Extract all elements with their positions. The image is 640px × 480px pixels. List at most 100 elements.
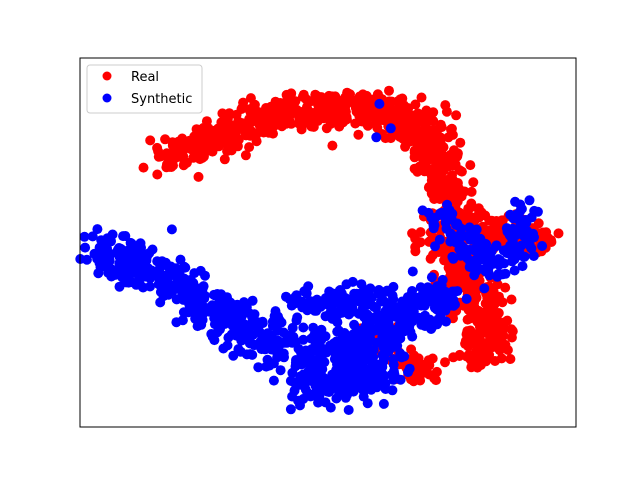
point-real bbox=[468, 177, 479, 188]
point-real bbox=[507, 326, 518, 337]
point-synthetic bbox=[388, 293, 399, 304]
point-synthetic bbox=[378, 398, 389, 409]
point-synthetic bbox=[247, 349, 258, 360]
point-synthetic bbox=[196, 319, 207, 330]
point-real bbox=[138, 162, 149, 173]
point-synthetic bbox=[426, 272, 437, 283]
point-synthetic bbox=[509, 265, 520, 276]
point-real bbox=[505, 354, 516, 364]
legend: Real Synthetic bbox=[86, 64, 203, 114]
point-synthetic bbox=[501, 223, 512, 234]
point-real bbox=[222, 123, 233, 134]
point-synthetic bbox=[382, 286, 393, 296]
point-synthetic bbox=[320, 331, 331, 342]
point-synthetic bbox=[360, 350, 371, 361]
point-real bbox=[506, 294, 517, 305]
point-synthetic bbox=[287, 322, 298, 333]
point-synthetic bbox=[87, 231, 98, 242]
point-real bbox=[450, 184, 461, 195]
point-synthetic bbox=[356, 326, 367, 337]
point-synthetic bbox=[290, 357, 301, 368]
point-synthetic bbox=[136, 242, 146, 253]
point-synthetic bbox=[415, 282, 426, 293]
point-synthetic bbox=[345, 375, 356, 386]
point-synthetic bbox=[349, 288, 360, 299]
point-real bbox=[238, 97, 249, 108]
point-synthetic bbox=[120, 231, 131, 241]
point-synthetic bbox=[163, 273, 173, 283]
point-synthetic bbox=[365, 332, 375, 343]
point-synthetic bbox=[537, 241, 548, 251]
point-real bbox=[415, 151, 426, 162]
point-synthetic bbox=[320, 397, 331, 408]
point-synthetic bbox=[413, 313, 424, 324]
point-real bbox=[339, 104, 350, 114]
point-real bbox=[386, 96, 397, 107]
point-synthetic bbox=[110, 269, 121, 280]
point-real bbox=[291, 104, 302, 115]
point-real bbox=[338, 117, 348, 128]
point-real bbox=[160, 134, 171, 145]
point-synthetic bbox=[362, 309, 373, 320]
point-synthetic bbox=[79, 231, 90, 242]
point-synthetic bbox=[256, 329, 267, 340]
point-real bbox=[353, 108, 364, 119]
point-real bbox=[384, 85, 394, 96]
point-real bbox=[400, 141, 411, 152]
point-synthetic bbox=[518, 251, 528, 262]
point-synthetic bbox=[297, 302, 308, 313]
point-real bbox=[415, 237, 426, 248]
point-real bbox=[500, 282, 511, 293]
point-real bbox=[499, 323, 510, 333]
point-real bbox=[327, 140, 338, 151]
point-synthetic bbox=[499, 258, 510, 269]
point-synthetic bbox=[385, 123, 396, 134]
point-synthetic bbox=[126, 238, 137, 249]
point-real bbox=[269, 100, 280, 111]
point-real bbox=[423, 131, 434, 142]
point-real bbox=[322, 99, 333, 110]
point-synthetic bbox=[524, 195, 535, 206]
point-synthetic bbox=[370, 325, 381, 336]
point-synthetic bbox=[337, 371, 348, 382]
point-synthetic bbox=[92, 224, 103, 235]
point-synthetic bbox=[308, 322, 319, 333]
point-synthetic bbox=[270, 306, 281, 317]
point-synthetic bbox=[332, 358, 343, 369]
point-synthetic bbox=[312, 361, 323, 371]
point-synthetic bbox=[289, 385, 300, 396]
point-real bbox=[495, 330, 506, 341]
point-real bbox=[193, 144, 204, 154]
point-synthetic bbox=[374, 98, 385, 109]
point-synthetic bbox=[380, 310, 390, 320]
point-synthetic bbox=[208, 289, 219, 300]
series-synthetic bbox=[75, 98, 548, 415]
point-real bbox=[470, 350, 481, 361]
legend-box bbox=[86, 64, 203, 114]
point-synthetic bbox=[407, 331, 418, 342]
point-synthetic bbox=[371, 132, 382, 143]
point-synthetic bbox=[464, 222, 475, 233]
point-synthetic bbox=[232, 325, 243, 335]
point-real bbox=[488, 286, 499, 297]
point-synthetic bbox=[441, 316, 451, 327]
point-real bbox=[429, 151, 440, 162]
point-synthetic bbox=[285, 404, 296, 415]
point-real bbox=[468, 279, 479, 290]
point-real bbox=[461, 329, 472, 340]
point-real bbox=[419, 116, 430, 127]
point-real bbox=[416, 92, 427, 103]
legend-marker-real bbox=[102, 71, 112, 81]
point-synthetic bbox=[249, 309, 260, 320]
point-synthetic bbox=[310, 334, 321, 345]
point-synthetic bbox=[472, 254, 483, 265]
point-synthetic bbox=[517, 261, 528, 272]
point-real bbox=[191, 151, 202, 162]
point-synthetic bbox=[509, 254, 520, 265]
point-synthetic bbox=[218, 343, 229, 354]
point-synthetic bbox=[95, 262, 106, 273]
point-synthetic bbox=[528, 251, 539, 261]
point-synthetic bbox=[293, 395, 304, 406]
point-synthetic bbox=[165, 261, 176, 272]
point-synthetic bbox=[296, 347, 306, 358]
